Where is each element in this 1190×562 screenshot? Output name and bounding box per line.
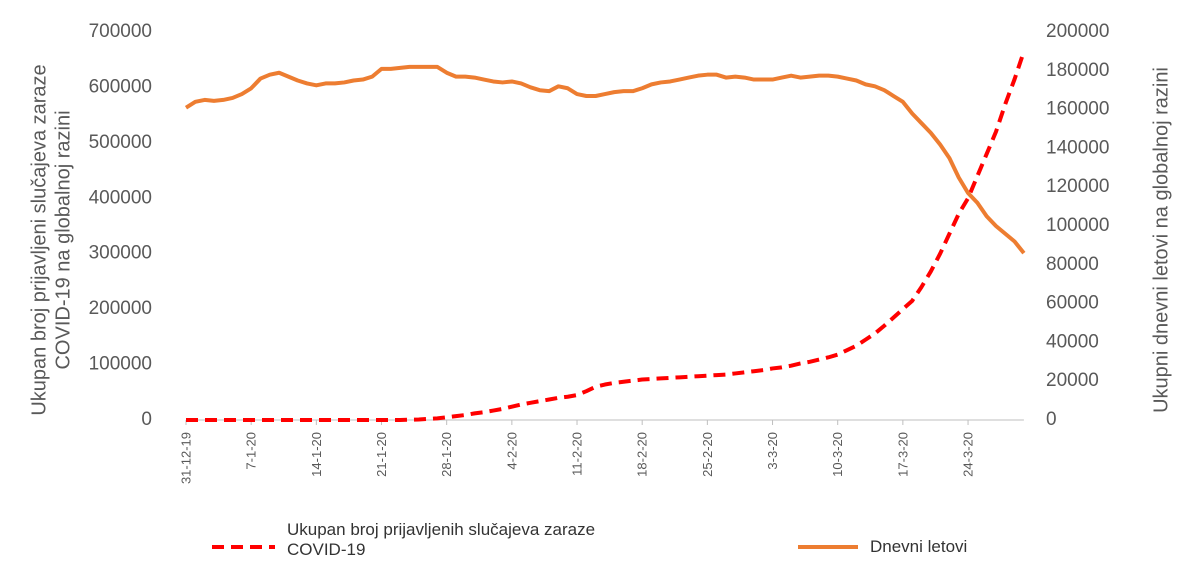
y2-tick-label: 60000 [1046, 293, 1099, 314]
y-tick-label: 100000 [89, 354, 152, 375]
y2-tick-label: 200000 [1046, 21, 1109, 42]
x-tick-label: 25-2-20 [700, 432, 715, 477]
x-tick-label: 28-1-20 [439, 432, 454, 477]
x-tick-label: 11-2-20 [569, 432, 584, 476]
series-line [186, 50, 1026, 422]
x-tick-label: 24-3-20 [960, 432, 975, 477]
y2-tick-label: 100000 [1046, 215, 1109, 236]
legend-label: Ukupan broj prijavljenih slučajeva zaraz… [287, 520, 596, 559]
series-line [184, 64, 1026, 255]
x-tick-label: 21-1-20 [374, 432, 389, 477]
y2-tick-label: 140000 [1046, 137, 1109, 158]
y-tick-label: 500000 [89, 132, 152, 153]
x-tick-label: 14-1-20 [309, 432, 324, 477]
y2-tick-label: 40000 [1046, 331, 1099, 352]
x-tick-label: 10-3-20 [830, 432, 845, 477]
y2-tick-label: 20000 [1046, 370, 1099, 391]
y2-tick-label: 80000 [1046, 254, 1099, 275]
x-tick-label: 3-3-20 [765, 432, 780, 470]
y-tick-label: 600000 [89, 76, 152, 97]
x-tick-label: 7-1-20 [244, 432, 259, 470]
x-tick-label: 17-3-20 [895, 432, 910, 477]
y-tick-label: 200000 [89, 298, 152, 319]
x-tick-label: 18-2-20 [635, 432, 650, 477]
y-axis-label: COVID-19 na globalnoj razini [52, 110, 74, 369]
y2-axis-label: Ukupni dnevni letovi na globalnoj razini [1150, 67, 1172, 413]
y-tick-label: 300000 [89, 243, 152, 264]
y2-tick-label: 0 [1046, 409, 1057, 430]
y-axis-label: Ukupan broj prijavljeni slučajeva zaraze [28, 64, 50, 415]
y2-tick-label: 160000 [1046, 99, 1109, 120]
x-tick-label: 4-2-20 [504, 432, 519, 470]
y-tick-label: 0 [141, 409, 152, 430]
y2-tick-label: 120000 [1046, 176, 1109, 197]
y-tick-label: 400000 [89, 187, 152, 208]
y-tick-label: 700000 [89, 21, 152, 42]
legend-label: Dnevni letovi [870, 537, 968, 556]
y2-tick-label: 180000 [1046, 60, 1109, 81]
x-tick-label: 31-12-19 [178, 432, 193, 484]
